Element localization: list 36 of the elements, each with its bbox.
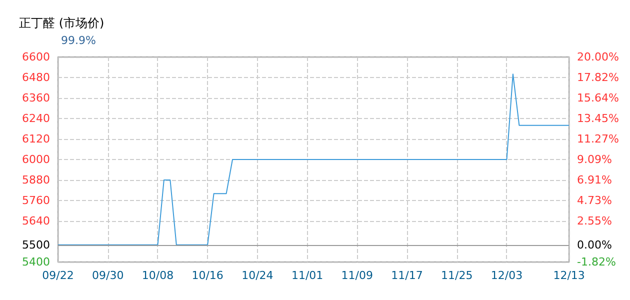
y-tick-label: 5500 — [22, 238, 50, 252]
x-tick-label: 12/03 — [490, 269, 523, 282]
chart-subtitle: 99.9% — [61, 34, 96, 47]
y-tick-label: 5760 — [22, 194, 50, 207]
x-tick-label: 10/16 — [192, 269, 224, 282]
x-tick-label: 09/22 — [42, 269, 74, 282]
y-tick-label: 5640 — [22, 214, 50, 228]
y-tick-label: 6480 — [22, 71, 50, 84]
y2-tick-label: 15.64% — [577, 91, 620, 104]
x-tick-label: 12/13 — [553, 269, 585, 282]
x-tick-label: 10/08 — [142, 269, 174, 282]
y2-tick-label: 9.09% — [577, 153, 612, 166]
x-tick-label: 11/25 — [441, 269, 473, 282]
x-tick-label: 11/01 — [291, 269, 324, 282]
y2-tick-label: 0.00% — [577, 238, 612, 252]
y2-tick-label: 17.82% — [577, 70, 620, 84]
y-tick-label: 6600 — [22, 50, 50, 64]
y-tick-label: 5400 — [22, 256, 50, 268]
y-tick-label: 6000 — [22, 153, 50, 166]
y-tick-label: 6240 — [22, 112, 50, 125]
y-tick-label: 6360 — [22, 92, 50, 104]
chart-title: 正丁醛 (市场价) — [19, 16, 104, 30]
x-tick-label: 10/24 — [242, 269, 274, 282]
y2-tick-label: 4.73% — [577, 194, 612, 207]
y2-tick-label: 13.45% — [577, 112, 620, 126]
line-series — [58, 74, 570, 246]
y2-tick-label: 11.27% — [577, 132, 620, 146]
y2-tick-label: -1.82% — [577, 256, 616, 268]
x-tick-label: 11/17 — [391, 269, 423, 282]
y2-tick-label: 2.55% — [577, 214, 612, 228]
y2-tick-label: 20.00% — [577, 50, 620, 64]
y2-tick-label: 6.91% — [577, 173, 612, 186]
y-tick-label: 6120 — [22, 132, 50, 146]
x-tick-label: 11/09 — [341, 269, 374, 282]
y-tick-label: 5880 — [22, 174, 50, 186]
x-tick-label: 09/30 — [92, 269, 124, 282]
